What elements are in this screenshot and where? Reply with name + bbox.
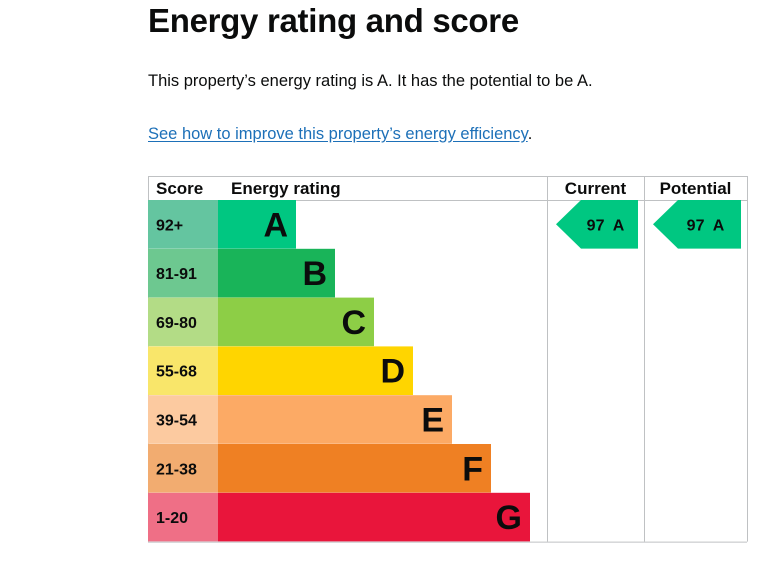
current-rating-arrow	[556, 200, 638, 249]
band-letter-a: A	[263, 206, 288, 244]
header-current: Current	[565, 179, 627, 198]
band-bar-d	[218, 346, 413, 395]
score-cell-g	[148, 492, 218, 542]
band-letter-c: C	[341, 304, 366, 342]
improve-line: See how to improve this property’s energ…	[148, 125, 532, 144]
score-cell-b	[148, 248, 218, 298]
score-cell-a	[148, 200, 218, 249]
potential-rating-label: 97 A	[687, 217, 725, 234]
score-range-b: 81-91	[156, 266, 197, 283]
score-range-d: 55-68	[156, 364, 197, 381]
band-letter-e: E	[421, 402, 444, 440]
score-range-a: 92+	[156, 217, 183, 234]
score-cell-f	[148, 444, 218, 493]
score-cell-c	[148, 297, 218, 347]
score-cell-d	[148, 346, 218, 395]
band-letter-b: B	[302, 255, 327, 293]
header-score: Score	[156, 179, 203, 198]
band-bar-a	[218, 200, 296, 249]
band-letter-g: G	[496, 499, 522, 537]
header-energy-rating: Energy rating	[231, 179, 341, 198]
potential-rating-arrow	[653, 200, 741, 249]
band-bar-e	[218, 395, 452, 444]
score-range-g: 1-20	[156, 510, 188, 527]
score-cell-e	[148, 395, 218, 444]
band-bar-c	[218, 297, 374, 347]
band-bar-f	[218, 444, 491, 493]
band-bar-b	[218, 248, 335, 298]
band-bar-g	[218, 492, 530, 542]
score-range-c: 69-80	[156, 315, 197, 332]
score-range-f: 21-38	[156, 461, 197, 478]
page-title: Energy rating and score	[148, 2, 519, 39]
rating-summary: This property’s energy rating is A. It h…	[148, 72, 593, 90]
header-potential: Potential	[660, 179, 732, 198]
link-suffix: .	[527, 125, 533, 143]
band-letter-f: F	[462, 450, 483, 488]
band-letter-d: D	[380, 353, 405, 391]
improve-efficiency-link[interactable]: See how to improve this property’s energ…	[148, 125, 528, 143]
current-rating-label: 97 A	[587, 217, 625, 234]
score-range-e: 39-54	[156, 413, 197, 430]
